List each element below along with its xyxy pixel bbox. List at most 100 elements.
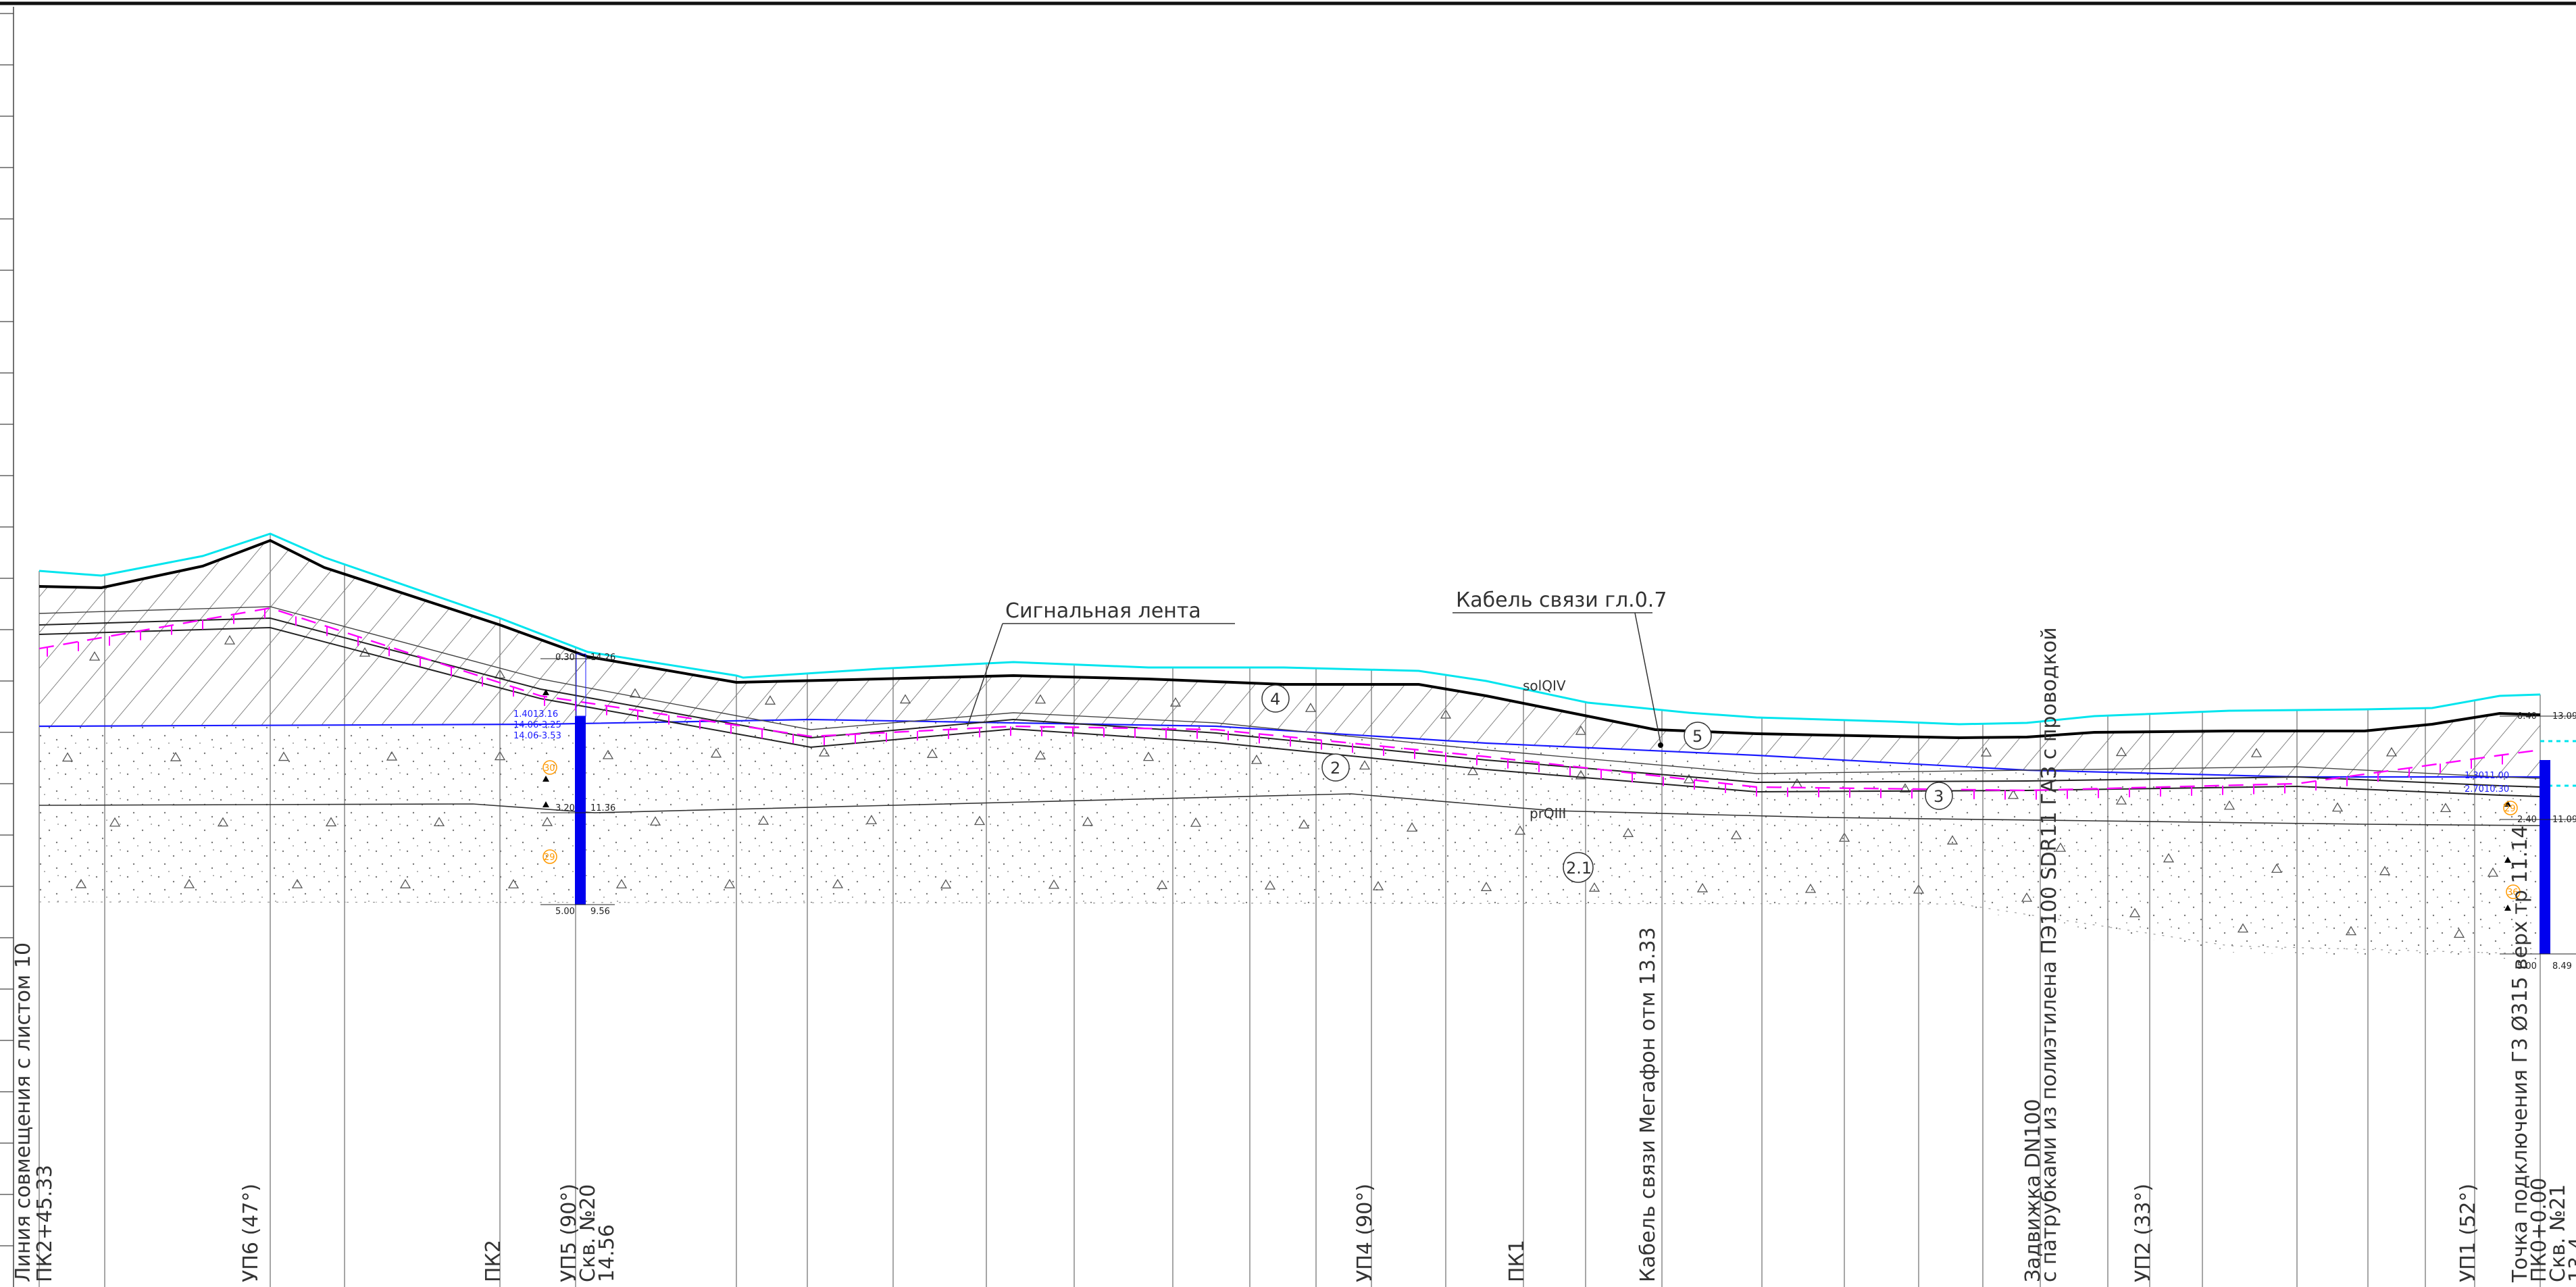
soil-triangle (1899, 783, 1911, 793)
comm-cable-leader (1634, 612, 1661, 744)
soil-triangle (2021, 892, 2033, 902)
soil-triangle (1696, 882, 1709, 892)
label-well20: Скв. №20 (576, 1184, 600, 1282)
soil-triangle (2440, 803, 2452, 813)
borehole-right-sample-1 (2504, 801, 2511, 807)
soil-triangle (1372, 880, 1384, 890)
soil-triangle (1622, 828, 1634, 837)
borehole-right-soil-top: 29 (2504, 804, 2516, 814)
soil-triangle (2250, 747, 2263, 757)
soil-triangle (1156, 880, 1168, 889)
label-well21: Скв. №21 (2546, 1184, 2570, 1282)
soil-triangle (1575, 725, 1587, 735)
label-pk1: ПК1 (1505, 1240, 1529, 1282)
borehole-left-water-1: 1.4013.16 (513, 709, 558, 720)
soil-triangle (170, 751, 182, 761)
groundwater-line (39, 718, 2540, 778)
borehole-left-soil-top: 30 (544, 763, 555, 774)
borehole-right-soil-bottom: 36 (2507, 888, 2519, 898)
section-bottom-line (39, 901, 2541, 955)
soil-triangle (1588, 882, 1600, 892)
soil-triangle (926, 749, 938, 758)
soil-triangle (1251, 754, 1263, 764)
soil-triangle (615, 879, 628, 888)
borehole-left-water-3: 14.06-3.53 (513, 731, 561, 741)
soil-triangle (2345, 926, 2357, 936)
borehole-left-sample-2 (542, 776, 549, 782)
layer-number-2-1: 2.1 (1566, 859, 1592, 878)
label-up6: УП6 (47°) (239, 1184, 263, 1282)
soil-triangle (1034, 750, 1046, 760)
layer-number-3: 3 (1934, 787, 1944, 806)
upper-clay-layer-fill (39, 540, 2540, 777)
soil-triangle (386, 751, 398, 761)
soil-triangle (865, 815, 878, 824)
borehole-left-top-elev: 14.26 (590, 653, 615, 663)
soil-triangle (89, 651, 101, 661)
borehole-left-hatch (576, 653, 586, 717)
borehole-left-bottom-depth: 5.00 (555, 907, 575, 917)
borehole-right-bar (2540, 760, 2550, 954)
label-up2: УП2 (33°) (2131, 1184, 2155, 1282)
soil-triangle (2115, 794, 2127, 805)
pipe-marker-ticks (47, 609, 2503, 800)
layer-number-5: 5 (1692, 727, 1702, 746)
soil-triangle (399, 879, 411, 888)
borehole-left-soil-bottom: 29 (544, 853, 555, 863)
soil-triangle (2453, 928, 2465, 938)
soil-triangle (1406, 822, 1418, 832)
soil-triangle (217, 817, 229, 827)
soil-triangle (1683, 774, 1695, 784)
soil-triangle (899, 694, 911, 704)
soil-triangle (2379, 865, 2391, 876)
layer-name-lower: prQIII (1530, 805, 1566, 822)
layer-number-4-circle (1261, 684, 1290, 713)
layer-number-3-circle (1925, 782, 1953, 810)
borehole-left-bar (575, 716, 586, 905)
soil-triangle (1480, 882, 1492, 891)
layer-number-5-circle (1684, 722, 1712, 750)
picket-lines (39, 534, 2541, 1287)
soil-triangle (1467, 765, 1479, 776)
borehole-left-top-depth: 0.30 (555, 653, 575, 663)
label-up1: УП1 (52°) (2456, 1184, 2480, 1282)
borehole-left-soil-circle-top (542, 760, 557, 775)
soil-triangle (61, 752, 74, 762)
soil-triangle (1946, 835, 1959, 844)
soil-triangle (433, 817, 445, 826)
soil-triangle (2129, 907, 2141, 917)
borehole-left-sample-1 (542, 689, 549, 695)
soil-triangle (940, 879, 952, 889)
borehole-right-bottom-depth: 5.00 (2517, 961, 2537, 971)
comm-cable-label: Кабель связи гл.0.7 (1456, 588, 1667, 612)
borehole-left-mid-elev: 11.36 (590, 803, 615, 813)
borehole-right-water-1: 1.3011.00 (2465, 771, 2509, 781)
soil-triangle (2223, 800, 2236, 810)
borehole-right-bottom-elev: 8.49 (2552, 961, 2572, 971)
label-sheet-join: Линия совмещения с листом 10 (11, 942, 35, 1282)
natural-ground-line (39, 538, 2541, 740)
soil-triangle (109, 817, 121, 827)
soil-triangle (224, 635, 236, 645)
borehole-left-water-2: 14.06-3.25 (513, 720, 561, 730)
layer-number-2: 2 (1330, 759, 1340, 778)
borehole-left-mid-depth: 3.20 (555, 803, 575, 813)
layer-number-2-circle (1321, 753, 1350, 782)
label-pk2: ПК2 (482, 1240, 505, 1282)
soil-triangle (1305, 703, 1317, 712)
soil-triangle (757, 815, 769, 825)
soil-triangle (2115, 747, 2127, 757)
lower-sand-band (1959, 904, 2540, 959)
soil-triangle (1575, 769, 1587, 780)
soil-triangle (291, 878, 303, 888)
soil-triangle (1359, 760, 1371, 769)
borehole-right-sample-3 (2504, 905, 2511, 911)
layer-number-2-1-circle (1563, 852, 1594, 883)
soil-triangle (2237, 923, 2249, 933)
borehole-right-top-elev: 13.09 (2552, 711, 2576, 722)
design-surface-line (39, 532, 2541, 726)
label-valve-2: с патрубками из полиэтилена ПЭ100 SDR11 … (2038, 627, 2061, 1282)
trench-line (39, 606, 2541, 779)
soil-triangle (1730, 830, 1742, 840)
soil-triangle (183, 878, 195, 888)
